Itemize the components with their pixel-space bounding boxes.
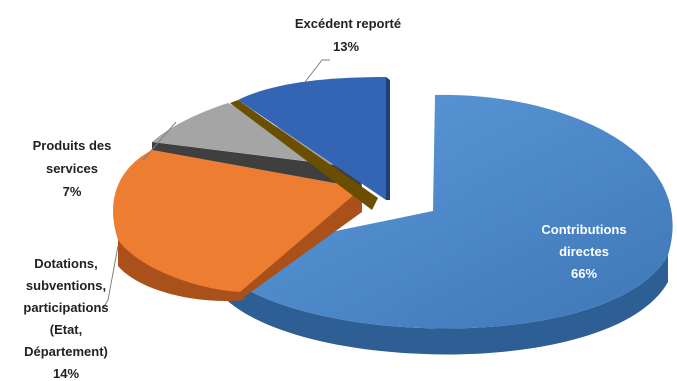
slice-excedent-reporte-top: [238, 77, 386, 200]
slice-contributions-directes-side: [210, 255, 668, 355]
leader-line-produits: [142, 121, 177, 161]
label-dotations: Dotations, subventions, participations (…: [23, 256, 108, 381]
slice-excedent-reporte-side: [230, 100, 378, 210]
label-dotations-line-5: Département): [24, 344, 108, 359]
label-excedent-reporte-line-1: Excédent reporté: [295, 16, 401, 31]
label-excedent-reporte: Excédent reporté 13%: [295, 16, 401, 54]
label-dotations-line-3: participations: [23, 300, 108, 315]
label-produits-services: Produits des services 7%: [33, 138, 112, 199]
label-contributions-directes: Contributions directes 66%: [541, 222, 626, 281]
slice-produits-services-side: [152, 142, 362, 188]
label-excedent-reporte-value: 13%: [333, 39, 359, 54]
slice-dotations-top: [113, 150, 362, 292]
label-produits-services-line-2: services: [46, 161, 98, 176]
label-contributions-directes-line-1: Contributions: [541, 222, 626, 237]
slice-dotations: [113, 150, 362, 302]
label-dotations-value: 14%: [53, 366, 79, 381]
label-produits-services-value: 7%: [63, 184, 82, 199]
label-dotations-line-4: (Etat,: [50, 322, 83, 337]
slice-excedent-reporte: [230, 77, 390, 210]
label-dotations-line-2: subventions,: [26, 278, 106, 293]
label-produits-services-line-1: Produits des: [33, 138, 112, 153]
label-contributions-directes-value: 66%: [571, 266, 597, 281]
slice-contributions-directes-top: [210, 94, 673, 329]
leader-line-excedent: [304, 59, 330, 83]
label-dotations-line-1: Dotations,: [34, 256, 98, 271]
leader-line-dotations: [101, 245, 119, 311]
slice-excedent-reporte-edge: [386, 77, 390, 200]
leader-lines: [101, 59, 330, 311]
slice-contributions-directes: [210, 94, 673, 355]
label-contributions-directes-line-2: directes: [559, 244, 609, 259]
